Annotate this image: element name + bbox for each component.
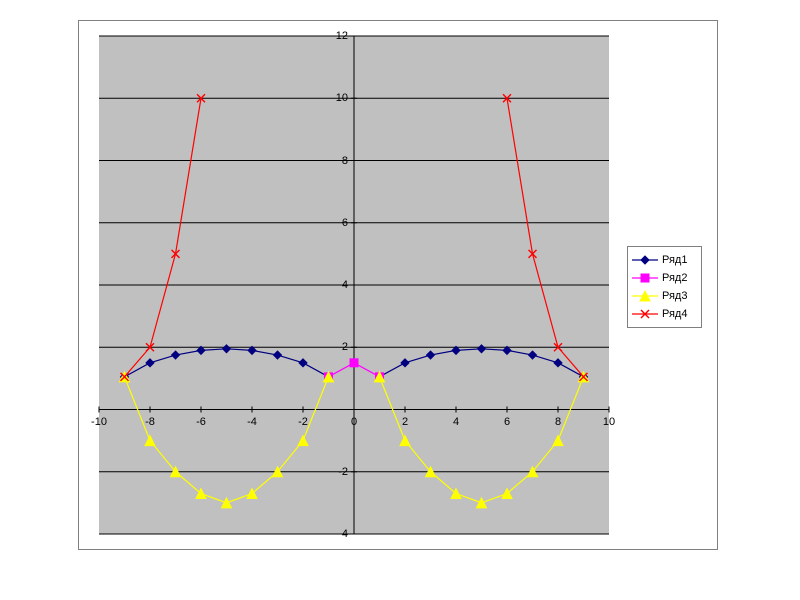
y-tick-label: 8 — [342, 155, 352, 167]
legend: Ряд1 Ряд2 Ряд3 Ряд4 — [627, 246, 702, 328]
y-tick-label: 2 — [342, 341, 352, 353]
legend-label: Ряд2 — [662, 272, 687, 284]
y-tick-label: -4 — [338, 528, 352, 540]
legend-label: Ряд4 — [662, 308, 687, 320]
y-tick-label: 6 — [342, 217, 352, 229]
chart-svg — [99, 36, 609, 534]
y-tick-label: 10 — [336, 92, 352, 104]
plot-area — [99, 36, 609, 534]
x-tick-label: -2 — [298, 416, 308, 428]
legend-swatch — [632, 307, 658, 321]
legend-swatch — [632, 253, 658, 267]
y-tick-label: -2 — [338, 466, 352, 478]
y-tick-label: 4 — [342, 279, 352, 291]
legend-item: Ряд4 — [632, 305, 697, 323]
x-tick-label: 8 — [555, 416, 561, 428]
legend-item: Ряд1 — [632, 251, 697, 269]
x-tick-label: 0 — [351, 416, 357, 428]
legend-item: Ряд2 — [632, 269, 697, 287]
x-tick-label: -8 — [145, 416, 155, 428]
chart-frame: -10 -8 -6 -4 -2 0 2 4 6 8 10 -4 -2 2 4 6 8 10 12 Ряд1 Ряд2… — [78, 20, 718, 550]
legend-label: Ряд3 — [662, 290, 687, 302]
x-tick-label: -6 — [196, 416, 206, 428]
x-tick-label: 2 — [402, 416, 408, 428]
x-tick-label: -4 — [247, 416, 257, 428]
x-tick-label: 4 — [453, 416, 459, 428]
x-tick-label: 6 — [504, 416, 510, 428]
legend-swatch — [632, 289, 658, 303]
legend-item: Ряд3 — [632, 287, 697, 305]
legend-swatch — [632, 271, 658, 285]
x-tick-label: -10 — [91, 416, 107, 428]
y-tick-label: 12 — [336, 30, 352, 42]
legend-label: Ряд1 — [662, 254, 687, 266]
x-tick-label: 10 — [603, 416, 615, 428]
